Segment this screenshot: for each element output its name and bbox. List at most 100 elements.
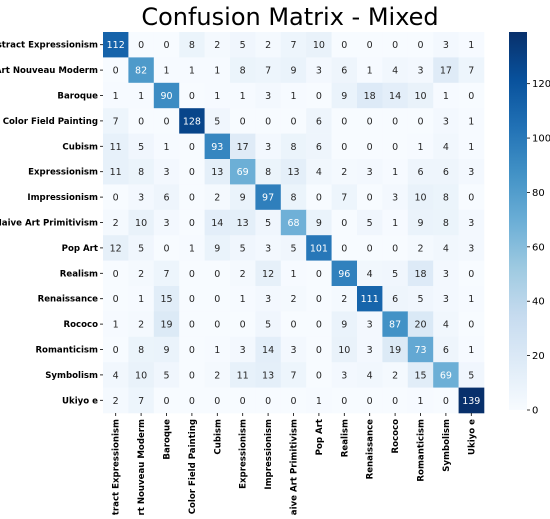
heatmap-cell bbox=[153, 286, 180, 312]
cell-value-label: 1 bbox=[214, 66, 220, 77]
heatmap-cell bbox=[103, 235, 129, 261]
heatmap-cell bbox=[331, 311, 358, 338]
heatmap-cell bbox=[306, 32, 332, 58]
heatmap-cell bbox=[103, 57, 129, 84]
cell-value-label: 3 bbox=[468, 243, 474, 254]
cell-value-label: 13 bbox=[262, 370, 274, 381]
heatmap-cell bbox=[331, 32, 358, 58]
heatmap-cell bbox=[280, 260, 307, 287]
cell-value-label: 6 bbox=[443, 167, 449, 178]
heatmap-cell bbox=[153, 362, 180, 388]
cell-value-label: 5 bbox=[417, 294, 423, 305]
heatmap-cell bbox=[433, 133, 459, 160]
heatmap-cell bbox=[204, 260, 231, 287]
heatmap-cell bbox=[357, 159, 383, 185]
heatmap-cell bbox=[458, 32, 485, 58]
heatmap-cell bbox=[128, 82, 155, 109]
cell-value-label: 1 bbox=[214, 91, 220, 102]
cell-value-label: 0 bbox=[240, 320, 246, 331]
cell-value-label: 0 bbox=[316, 193, 322, 204]
colorbar-tick-label: 80 bbox=[532, 188, 545, 199]
cell-value-label: 3 bbox=[341, 370, 347, 381]
cell-value-label: 1 bbox=[468, 116, 474, 127]
cell-value-label: 2 bbox=[392, 370, 398, 381]
heatmap-cell bbox=[255, 260, 282, 287]
cell-value-label: 0 bbox=[240, 116, 246, 127]
heatmap-cell bbox=[128, 336, 155, 363]
heatmap-cell bbox=[458, 311, 485, 338]
heatmap-cell bbox=[230, 32, 256, 58]
cell-value-label: 0 bbox=[189, 269, 195, 280]
heatmap-cell bbox=[204, 235, 231, 261]
heatmap-cell bbox=[382, 159, 409, 185]
y-tick-label: Ukiyo e bbox=[62, 396, 98, 406]
heatmap-cell bbox=[280, 235, 307, 261]
heatmap-cell bbox=[407, 336, 434, 363]
heatmap-cell bbox=[179, 159, 205, 185]
cell-value-label: 2 bbox=[138, 269, 144, 280]
cell-value-label: 1 bbox=[417, 142, 423, 153]
heatmap-cell bbox=[357, 260, 383, 287]
heatmap-cell bbox=[331, 362, 358, 388]
heatmap-cell bbox=[306, 286, 332, 312]
cell-value-label: 1 bbox=[417, 396, 423, 407]
cell-value-label: 14 bbox=[389, 91, 401, 102]
cell-value-label: 9 bbox=[341, 91, 347, 102]
cell-value-label: 0 bbox=[341, 218, 347, 229]
cell-value-label: 7 bbox=[265, 66, 271, 77]
cell-value-label: 0 bbox=[367, 142, 373, 153]
heatmap-cell bbox=[280, 133, 307, 160]
cell-value-label: 8 bbox=[189, 40, 195, 51]
heatmap-cell bbox=[280, 336, 307, 363]
cell-value-label: 3 bbox=[138, 193, 144, 204]
heatmap-cell bbox=[103, 159, 129, 185]
heatmap-cell bbox=[103, 133, 129, 160]
heatmap-cell bbox=[230, 362, 256, 388]
cell-value-label: 87 bbox=[389, 320, 401, 331]
cell-value-label: 5 bbox=[367, 218, 373, 229]
heatmap-cell bbox=[204, 32, 231, 58]
heatmap-cell bbox=[128, 159, 155, 185]
cell-value-label: 5 bbox=[240, 40, 246, 51]
cell-value-label: 2 bbox=[113, 396, 119, 407]
heatmap-cell bbox=[179, 387, 205, 414]
cell-value-label: 4 bbox=[443, 243, 449, 254]
cell-value-label: 18 bbox=[364, 91, 376, 102]
cell-value-label: 14 bbox=[262, 345, 274, 356]
cell-value-label: 128 bbox=[183, 116, 201, 127]
heatmap-cell bbox=[179, 184, 205, 211]
heatmap-cell bbox=[280, 32, 307, 58]
cell-value-label: 12 bbox=[262, 269, 274, 280]
cell-value-label: 68 bbox=[287, 218, 299, 229]
heatmap-cell bbox=[331, 336, 358, 363]
cell-value-label: 5 bbox=[468, 370, 474, 381]
cell-value-label: 5 bbox=[290, 243, 296, 254]
cell-value-label: 9 bbox=[316, 218, 322, 229]
heatmap-cell bbox=[306, 336, 332, 363]
heatmap-cell bbox=[458, 133, 485, 160]
cell-value-label: 4 bbox=[367, 370, 373, 381]
x-tick-label: Baroque bbox=[163, 419, 173, 460]
cell-value-label: 90 bbox=[160, 91, 172, 102]
heatmap-cell bbox=[179, 260, 205, 287]
heatmap-cell bbox=[382, 336, 409, 363]
heatmap-cell bbox=[331, 159, 358, 185]
x-tick-label: Renaissance bbox=[366, 419, 376, 480]
heatmap-cell bbox=[306, 108, 332, 134]
heatmap-cell bbox=[103, 260, 129, 287]
cell-value-label: 1 bbox=[468, 345, 474, 356]
cell-value-label: 0 bbox=[468, 91, 474, 102]
cell-value-label: 0 bbox=[113, 294, 119, 305]
cell-value-label: 97 bbox=[262, 193, 274, 204]
cell-value-label: 0 bbox=[392, 116, 398, 127]
heatmap-cell bbox=[357, 184, 383, 211]
cell-value-label: 3 bbox=[443, 40, 449, 51]
cell-value-label: 11 bbox=[110, 167, 122, 178]
cell-value-label: 0 bbox=[316, 269, 322, 280]
heatmap-cell bbox=[204, 387, 231, 414]
heatmap-cell bbox=[280, 209, 307, 236]
heatmap-cell bbox=[255, 133, 282, 160]
heatmap-cell bbox=[128, 184, 155, 211]
cell-value-label: 3 bbox=[316, 66, 322, 77]
